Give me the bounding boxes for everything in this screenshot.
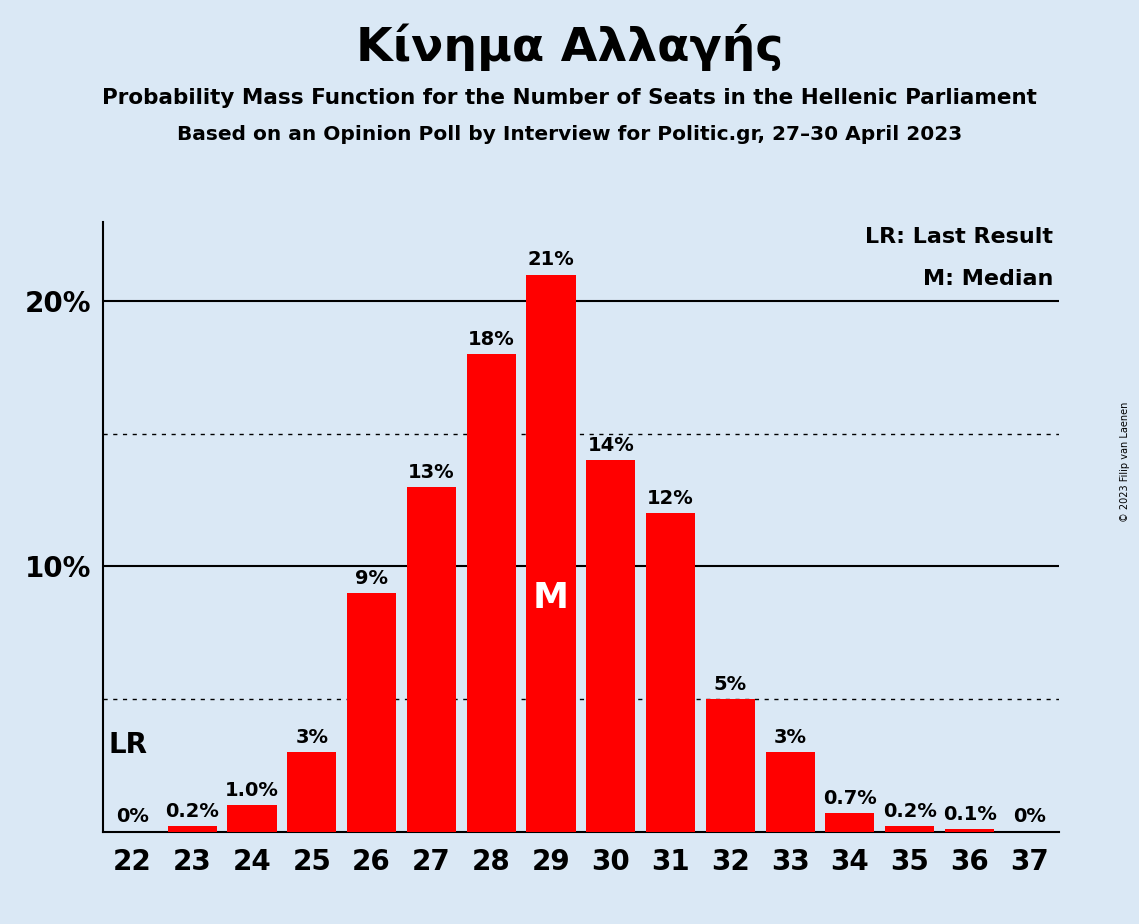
- Bar: [407, 487, 456, 832]
- Text: Based on an Opinion Poll by Interview for Politic.gr, 27–30 April 2023: Based on an Opinion Poll by Interview fo…: [177, 125, 962, 144]
- Bar: [885, 826, 934, 832]
- Bar: [646, 514, 695, 832]
- Text: LR: Last Result: LR: Last Result: [866, 227, 1054, 247]
- Text: 21%: 21%: [527, 250, 574, 270]
- Bar: [765, 752, 814, 832]
- Text: LR: LR: [108, 731, 147, 759]
- Text: © 2023 Filip van Laenen: © 2023 Filip van Laenen: [1120, 402, 1130, 522]
- Text: 0.2%: 0.2%: [883, 802, 936, 821]
- Text: 0.2%: 0.2%: [165, 802, 219, 821]
- Text: 18%: 18%: [468, 330, 515, 349]
- Text: 1.0%: 1.0%: [226, 781, 279, 800]
- Bar: [467, 354, 516, 832]
- Text: 13%: 13%: [408, 463, 454, 481]
- Bar: [526, 274, 575, 832]
- Text: Probability Mass Function for the Number of Seats in the Hellenic Parliament: Probability Mass Function for the Number…: [103, 88, 1036, 108]
- Bar: [167, 826, 216, 832]
- Bar: [287, 752, 336, 832]
- Bar: [706, 699, 755, 832]
- Text: 0.1%: 0.1%: [943, 805, 997, 823]
- Text: Κίνημα Αλλαγής: Κίνημα Αλλαγής: [355, 23, 784, 70]
- Bar: [945, 829, 994, 832]
- Text: 0%: 0%: [1013, 808, 1046, 826]
- Text: 3%: 3%: [773, 728, 806, 747]
- Text: 5%: 5%: [714, 675, 747, 694]
- Bar: [347, 593, 396, 832]
- Bar: [587, 460, 636, 832]
- Text: M: Median: M: Median: [923, 270, 1054, 289]
- Text: 0%: 0%: [116, 808, 149, 826]
- Text: M: M: [533, 581, 570, 614]
- Text: 3%: 3%: [295, 728, 328, 747]
- Text: 9%: 9%: [355, 568, 388, 588]
- Text: 14%: 14%: [588, 436, 634, 456]
- Bar: [826, 813, 875, 832]
- Text: 12%: 12%: [647, 489, 694, 508]
- Bar: [228, 805, 277, 832]
- Text: 0.7%: 0.7%: [823, 789, 877, 808]
